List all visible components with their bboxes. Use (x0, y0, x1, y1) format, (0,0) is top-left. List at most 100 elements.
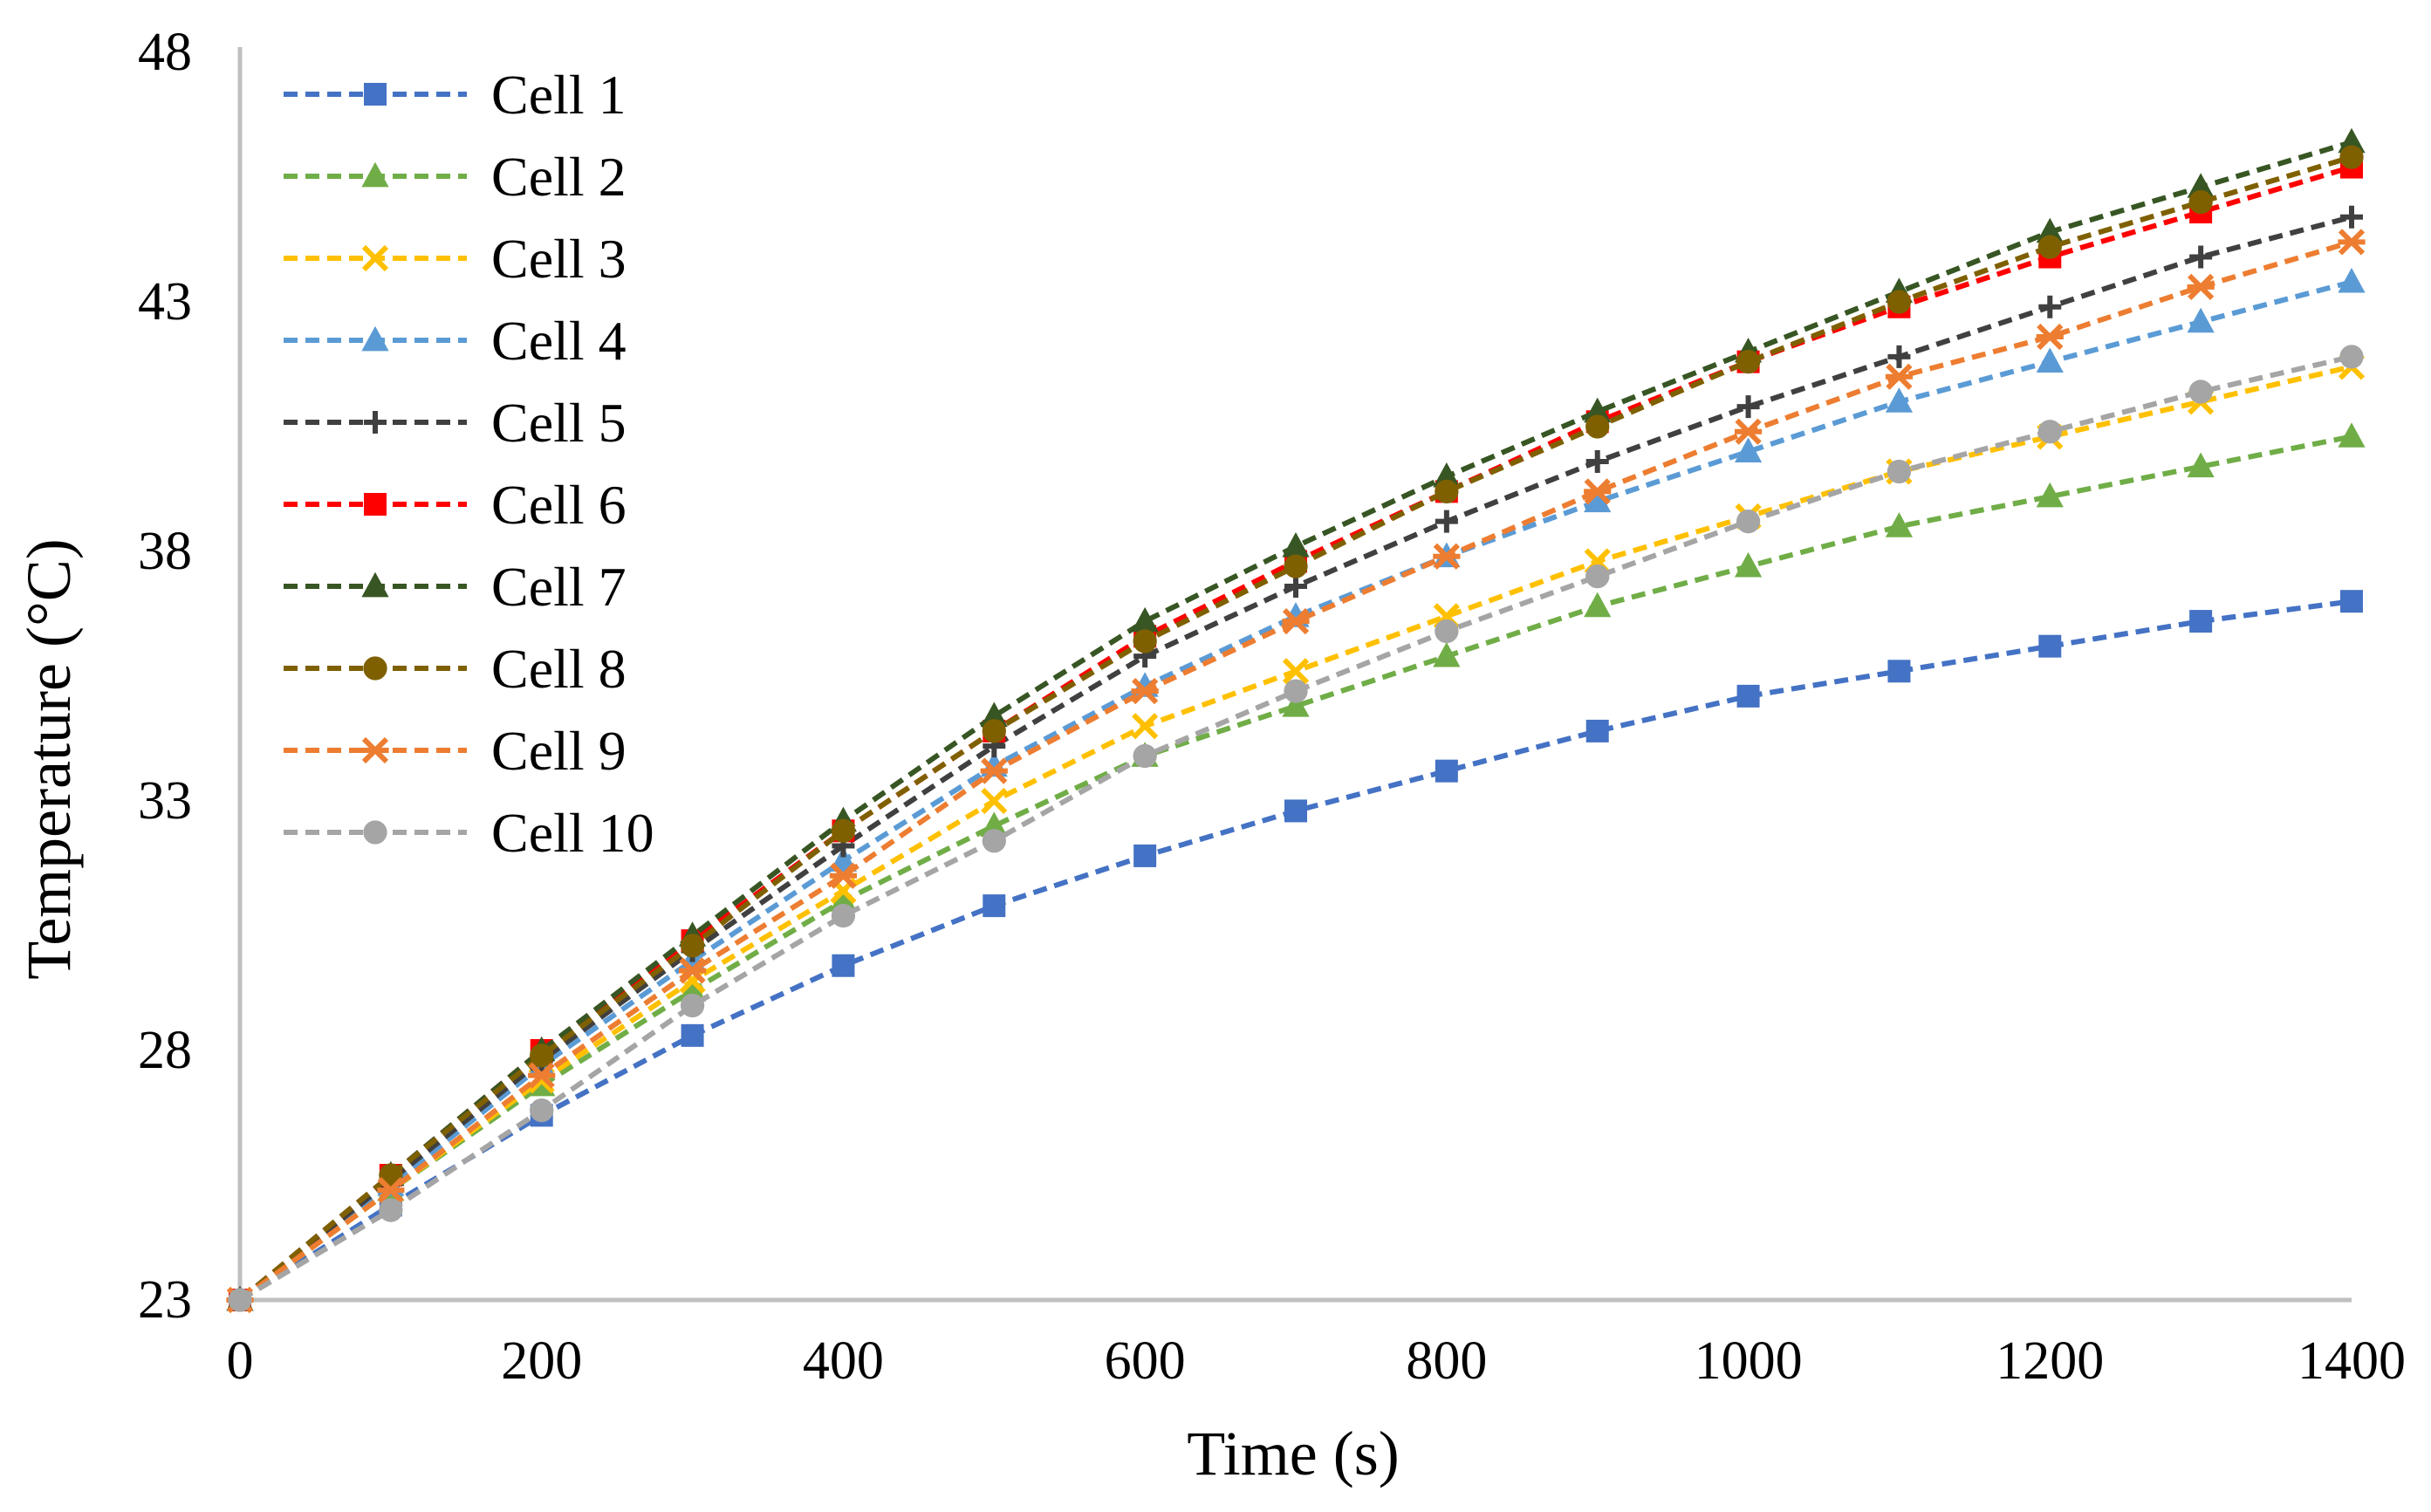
data-point (363, 656, 387, 681)
data-point (361, 571, 389, 598)
data-point (1585, 564, 1610, 589)
legend-label: Cell 4 (491, 310, 627, 372)
data-point (1282, 658, 1310, 685)
data-point (1131, 678, 1159, 705)
data-point (363, 820, 387, 845)
data-point (680, 934, 705, 958)
data-point (1284, 575, 1307, 599)
y-tick-label: 43 (138, 272, 192, 332)
data-point (1585, 719, 1609, 742)
legend-label: Cell 6 (491, 474, 627, 536)
data-point (1433, 641, 1461, 667)
legend-item: Cell 9 (284, 720, 627, 782)
series-line (238, 279, 2352, 1303)
data-point (1284, 679, 1308, 703)
data-point (2339, 345, 2364, 369)
data-point (829, 862, 858, 889)
data-point (2187, 307, 2215, 333)
data-point (1284, 799, 1307, 823)
data-point (361, 325, 389, 352)
x-tick-label: 400 (803, 1331, 884, 1391)
data-point (2338, 229, 2366, 256)
legend-label: Cell 5 (491, 392, 627, 454)
x-tick-label: 1000 (1695, 1331, 1803, 1391)
series-line (238, 434, 2352, 1303)
data-point (228, 1288, 252, 1312)
data-point (1435, 759, 1458, 783)
x-tick-label: 800 (1406, 1331, 1487, 1391)
legend-label: Cell 7 (491, 556, 627, 618)
data-point (2338, 127, 2366, 154)
data-point (1282, 607, 1310, 635)
data-point (1435, 510, 1458, 533)
data-point (528, 1062, 556, 1089)
data-point (364, 493, 387, 516)
data-point (379, 1198, 403, 1222)
data-point (530, 1098, 554, 1123)
legend-item: Cell 7 (284, 556, 627, 618)
data-point (1435, 619, 1459, 644)
x-tick-label: 0 (227, 1331, 254, 1391)
data-point (2038, 634, 2062, 658)
data-point (1885, 387, 1914, 413)
data-point (2038, 295, 2062, 318)
data-point (982, 719, 1006, 743)
data-point (364, 411, 387, 434)
data-point (1887, 345, 1911, 368)
data-point (831, 903, 856, 928)
data-point (1433, 543, 1461, 570)
legend-label: Cell 1 (491, 64, 627, 126)
data-point (1584, 478, 1612, 505)
data-point (2189, 245, 2213, 269)
legend: Cell 1 Cell 2 Cell 3 Cell 4 Cell 5 Cell 6 Cell… (284, 64, 654, 864)
data-point (1734, 437, 1763, 462)
data-point (1133, 844, 1157, 867)
legend-label: Cell 2 (491, 146, 627, 208)
legend-item: Cell 10 (284, 802, 654, 864)
x-tick-label: 1400 (2297, 1331, 2406, 1391)
data-point (832, 954, 855, 977)
y-tick-label: 48 (138, 23, 192, 82)
data-point (1585, 414, 1610, 439)
data-point (1736, 684, 1760, 708)
data-point (1584, 397, 1612, 423)
data-point (980, 757, 1008, 784)
data-point (2338, 422, 2366, 448)
legend-label: Cell 3 (491, 228, 627, 290)
data-point (1887, 459, 1912, 484)
data-point (2036, 323, 2064, 351)
legend-label: Cell 10 (491, 802, 654, 864)
x-tick-label: 600 (1105, 1331, 1186, 1391)
legend-item: Cell 5 (284, 392, 627, 454)
data-point (1433, 462, 1461, 488)
data-point (1584, 487, 1612, 513)
y-tick-label: 28 (138, 1021, 192, 1080)
data-point (1131, 606, 1159, 633)
y-tick-label: 23 (138, 1270, 192, 1330)
x-axis-title: Time (s) (1187, 1419, 1399, 1488)
data-point (361, 244, 389, 272)
data-point (1282, 532, 1310, 558)
legend-item: Cell 6 (284, 474, 627, 536)
y-tick-label: 33 (138, 771, 192, 831)
data-point (361, 161, 389, 188)
data-point (980, 701, 1008, 728)
data-point (2187, 273, 2215, 300)
series-group (226, 127, 2366, 1314)
axes: 23 28 33 38 43 48 0 200 400 600 800 1000 1200 1400 (138, 23, 2406, 1391)
data-point (1887, 290, 1912, 314)
data-point (681, 1023, 704, 1047)
data-point (1284, 554, 1308, 578)
data-point (361, 736, 389, 764)
data-point (1133, 629, 1157, 653)
data-point (1435, 479, 1459, 504)
data-point (1736, 395, 1760, 419)
data-point (2338, 267, 2366, 293)
data-point (983, 894, 1006, 918)
data-point (1885, 363, 1914, 390)
data-point (2187, 173, 2215, 198)
series-9 (226, 229, 2366, 1314)
data-point (1736, 510, 1761, 534)
